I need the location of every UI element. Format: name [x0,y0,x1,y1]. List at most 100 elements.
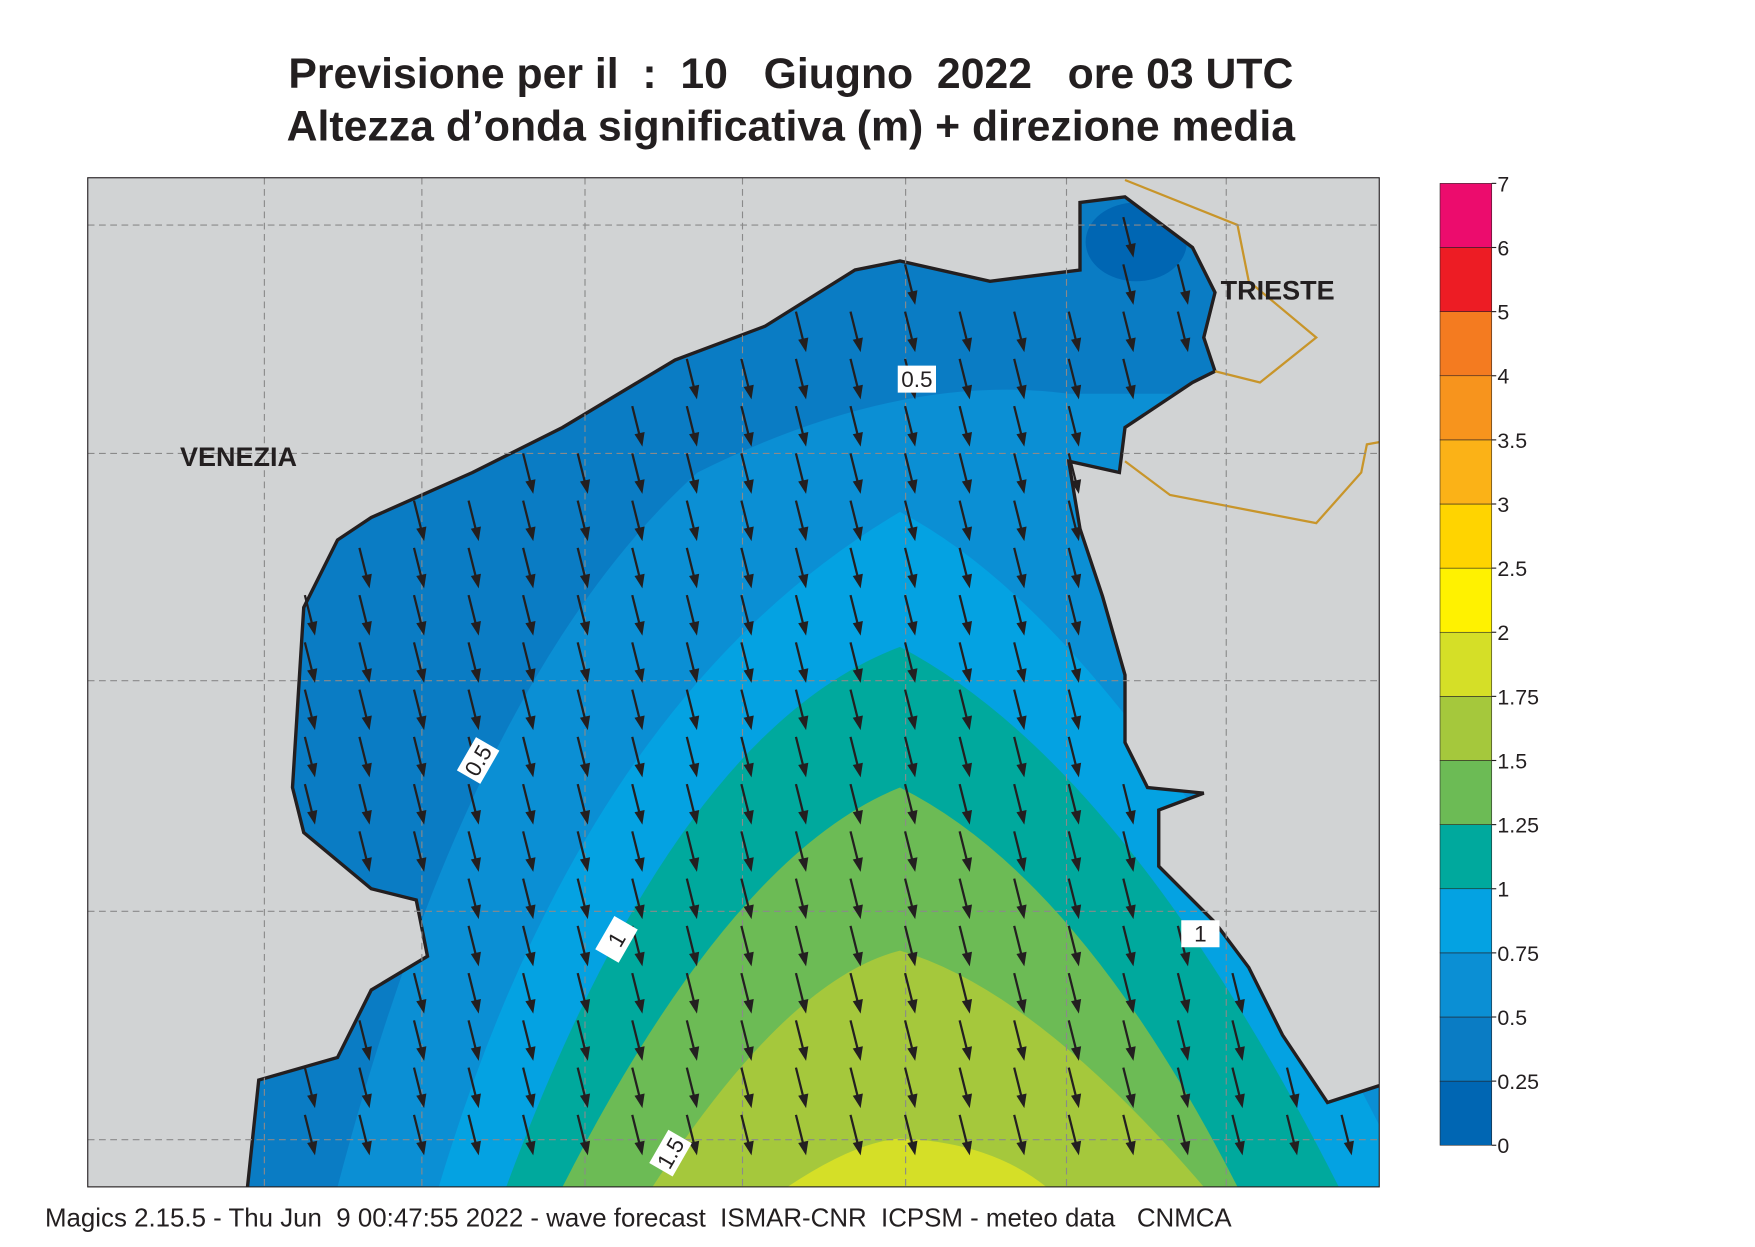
contour-label-bg [456,737,500,784]
arrow-head [525,857,536,872]
arrow-head [1071,999,1082,1014]
arrow-head [961,1140,972,1156]
arrow-head [961,857,972,872]
arrow-head [852,573,863,589]
colorbar-swatch [1439,247,1493,312]
arrow-head [961,573,972,589]
arrow-head [361,621,372,636]
arrow-head [416,1093,427,1109]
graticule [87,177,1380,1187]
colorbar-swatch [1439,760,1493,825]
colorbar-swatch [1439,1080,1493,1146]
colorbar-label: 1.5 [1497,749,1527,773]
arrow-head [634,762,645,778]
arrow-head [852,1093,863,1109]
arrow-head [579,1046,591,1061]
arrow-head [525,1093,536,1109]
arrow-head [634,479,645,494]
arrow-head [961,432,972,447]
arrow-head [634,668,645,683]
arrow-head [852,762,863,778]
arrow-head [852,337,863,353]
arrow-head [579,857,591,872]
arrow-head [361,810,372,825]
arrow-head [416,999,427,1014]
arrow-head [961,479,972,494]
city-label: VENEZIA [180,442,297,472]
contour-label: 1 [1181,920,1220,948]
arrow-head [689,904,700,920]
arrow-head [525,762,536,778]
land [87,177,1380,1187]
arrow-head [743,810,754,825]
arrow-head [1016,526,1027,542]
arrow-head [907,432,918,447]
arrow-head [1180,1140,1191,1156]
arrow-head [689,951,700,967]
arrow-head [1071,951,1082,967]
arrow-head [798,1140,809,1156]
arrow-head [743,951,754,967]
city-label: TRIESTE [1221,275,1335,305]
arrow-head [689,479,700,494]
arrow-head [579,762,591,778]
arrow-head [961,810,972,825]
arrow-head [852,432,863,447]
arrow-head [1071,810,1082,825]
arrow-head [307,1093,318,1109]
arrow-head [1016,1093,1027,1109]
arrow-head [689,1046,700,1061]
arrow-head [852,904,863,920]
arrow-head [1234,1140,1245,1156]
arrow-head [1234,1093,1245,1109]
arrow-head [743,904,754,920]
arrow-head [1071,479,1082,494]
arrow-head [743,573,754,589]
arrow-head [579,810,591,825]
arrow-head [1016,1140,1027,1156]
arrow-head [689,857,700,872]
arrow-head [634,904,645,920]
arrow-head [743,621,754,636]
arrow-head [1125,384,1136,400]
arrow-head [961,384,972,400]
map-figure: Previsione per il : 10 Giugno 2022 ore 0… [45,50,1539,1233]
colorbar-swatch [1439,375,1493,441]
arrow-head [689,384,700,400]
arrow-head [1343,1140,1354,1156]
arrow-head [852,668,863,683]
arrow-head [525,1046,536,1061]
arrow-head [907,715,918,731]
arrow-head [961,999,972,1014]
arrow-head [798,479,809,494]
arrow-head [1071,621,1082,636]
colorbar-label: 2 [1497,621,1509,645]
arrow-head [1071,715,1082,731]
arrow-head [525,526,536,542]
arrow-head [470,951,481,967]
arrow-head [798,432,809,447]
arrow-head [907,762,918,778]
arrow-head [307,621,318,636]
arrow-head [907,526,918,542]
border [1124,178,1319,384]
arrow-head [307,810,318,825]
arrow-head [361,1140,372,1156]
arrow-head [579,621,591,636]
arrow-head [798,1093,809,1109]
arrow-head [743,668,754,683]
border [1124,441,1380,525]
colorbar-label: 0.25 [1497,1070,1539,1094]
arrow-head [1016,810,1027,825]
contour-label-text: 0.5 [901,367,932,392]
arrow-head [579,951,591,967]
arrow-head [852,810,863,825]
arrow-head [361,715,372,731]
arrow-head [689,432,700,447]
arrow-head [307,715,318,731]
arrow-head [416,810,427,825]
colorbar-label: 2.5 [1497,557,1527,581]
arrow-head [907,290,918,305]
arrow-head [798,668,809,683]
arrow-head [525,904,536,920]
